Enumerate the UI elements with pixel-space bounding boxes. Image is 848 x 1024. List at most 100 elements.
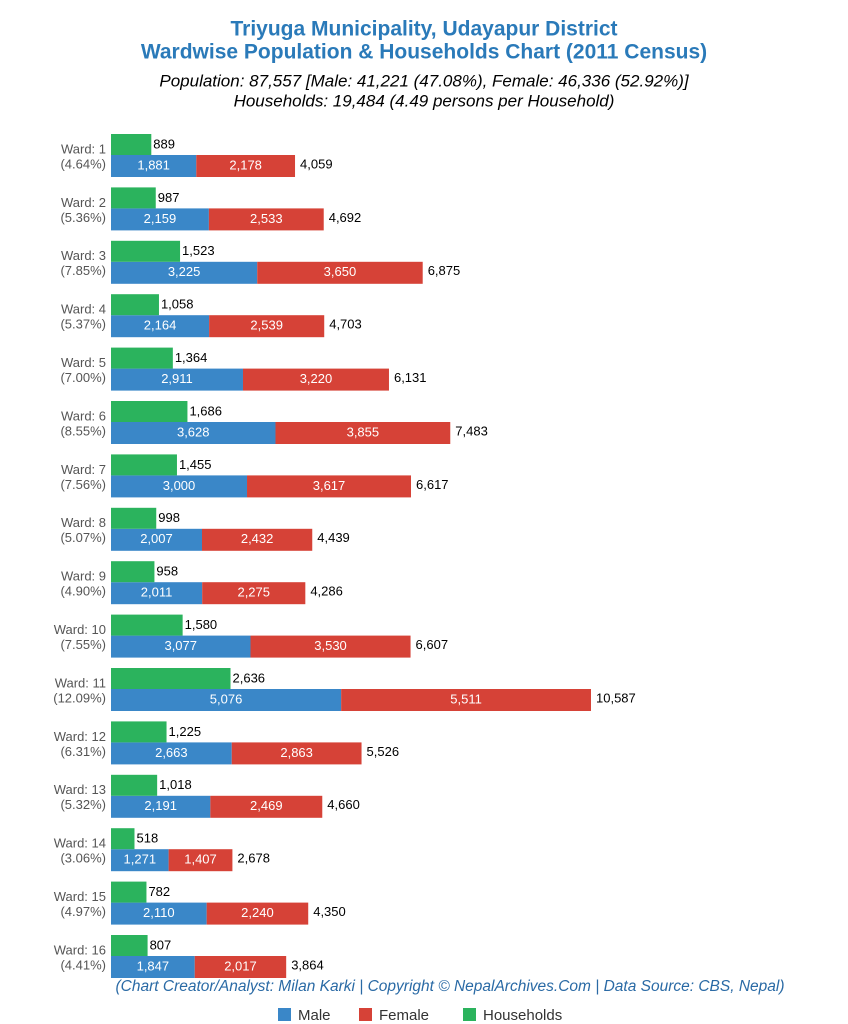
chart-title: Triyuga Municipality, Udayapur District [230, 18, 617, 41]
category-label: Ward: 14 [54, 836, 106, 851]
households-bar [111, 134, 152, 155]
category-sublabel: (7.56%) [60, 477, 106, 492]
households-bar [111, 347, 173, 369]
male-bar [111, 208, 209, 231]
total-label: 2,678 [237, 851, 270, 866]
value-label: 782 [148, 884, 170, 899]
subtitle: Population: 87,557 [Male: 41,221 (47.08%… [159, 71, 690, 90]
category-sublabel: (5.37%) [60, 317, 106, 332]
category-label: Ward: 15 [54, 889, 106, 904]
category-label: Ward: 13 [54, 782, 106, 797]
category-sublabel: (8.55%) [60, 423, 106, 438]
category-sublabel: (4.64%) [60, 156, 106, 171]
households-bar [111, 187, 156, 209]
value-label: 2,469 [250, 798, 283, 813]
category-sublabel: (6.31%) [60, 744, 106, 759]
households-bar [111, 454, 177, 476]
legend-swatch [278, 1008, 291, 1021]
male-bar [111, 582, 203, 605]
value-label: 2,011 [141, 585, 173, 600]
value-label: 1,523 [182, 243, 215, 258]
value-label: 958 [156, 564, 178, 579]
value-label: 518 [136, 831, 158, 846]
total-label: 4,286 [310, 584, 343, 599]
category-label: Ward: 3 [61, 248, 106, 263]
category-label: Ward: 1 [61, 141, 106, 156]
total-label: 4,692 [329, 210, 362, 225]
male-bar [111, 635, 251, 658]
female-bar [202, 582, 306, 605]
value-label: 1,364 [175, 350, 208, 365]
category-label: Ward: 16 [54, 942, 106, 957]
category-sublabel: (3.06%) [60, 851, 106, 866]
total-label: 3,864 [291, 957, 324, 972]
value-label: 2,432 [241, 531, 274, 546]
value-label: 1,686 [189, 403, 222, 418]
value-label: 2,164 [144, 318, 177, 333]
total-label: 6,875 [428, 263, 461, 278]
value-label: 1,407 [184, 852, 217, 867]
male-bar [111, 849, 169, 872]
total-label: 4,439 [317, 530, 350, 545]
category-label: Ward: 10 [54, 622, 106, 637]
value-label: 3,077 [164, 638, 197, 653]
category-label: Ward: 4 [61, 302, 106, 317]
category-label: Ward: 8 [61, 515, 106, 530]
male-bar [111, 902, 207, 925]
male-bar [111, 742, 232, 765]
value-label: 2,863 [280, 745, 313, 760]
value-label: 2,017 [224, 958, 257, 973]
total-label: 4,660 [327, 797, 360, 812]
households-bar [111, 935, 148, 956]
value-label: 2,911 [161, 371, 193, 386]
male-bar [111, 795, 211, 818]
legend-swatch [359, 1008, 372, 1021]
male-bar [111, 956, 195, 978]
total-label: 6,607 [416, 637, 449, 652]
households-bar [111, 401, 188, 422]
value-label: 2,275 [237, 585, 270, 600]
total-label: 7,483 [455, 423, 488, 438]
value-label: 987 [158, 190, 180, 205]
legend-swatch [463, 1008, 476, 1021]
female-bar [206, 902, 309, 925]
value-label: 2,007 [140, 531, 173, 546]
category-label: Ward: 2 [61, 195, 106, 210]
value-label: 1,881 [137, 157, 170, 172]
female-bar [231, 742, 362, 765]
households-bar [111, 240, 181, 262]
value-label: 3,220 [300, 371, 333, 386]
male-bar [111, 689, 342, 711]
households-bar [111, 774, 158, 796]
female-bar [168, 849, 233, 872]
female-bar [257, 261, 423, 284]
female-bar [341, 689, 591, 711]
legend-label: Male [298, 1007, 331, 1024]
households-bar [111, 507, 157, 529]
female-bar [247, 475, 412, 498]
households-bar [111, 828, 135, 850]
total-label: 4,350 [313, 904, 346, 919]
households-bar [111, 294, 159, 316]
category-label: Ward: 11 [55, 675, 106, 690]
legend-label: Households [483, 1007, 562, 1024]
category-sublabel: (4.97%) [60, 904, 106, 919]
value-label: 2,191 [144, 798, 177, 813]
households-bar [111, 668, 231, 689]
value-label: 3,650 [324, 264, 357, 279]
households-bar [111, 881, 147, 903]
value-label: 3,617 [313, 478, 346, 493]
category-sublabel: (7.55%) [60, 637, 106, 652]
category-label: Ward: 7 [61, 462, 106, 477]
value-label: 889 [153, 136, 175, 151]
category-sublabel: (5.07%) [60, 530, 106, 545]
value-label: 1,271 [124, 852, 157, 867]
value-label: 807 [150, 937, 172, 952]
female-bar [208, 208, 324, 231]
female-bar [242, 368, 389, 391]
female-bar [194, 956, 287, 978]
value-label: 1,455 [179, 457, 212, 472]
value-label: 5,511 [450, 691, 482, 706]
value-label: 2,240 [241, 905, 274, 920]
